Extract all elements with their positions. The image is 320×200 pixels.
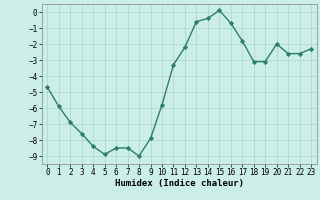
X-axis label: Humidex (Indice chaleur): Humidex (Indice chaleur) bbox=[115, 179, 244, 188]
